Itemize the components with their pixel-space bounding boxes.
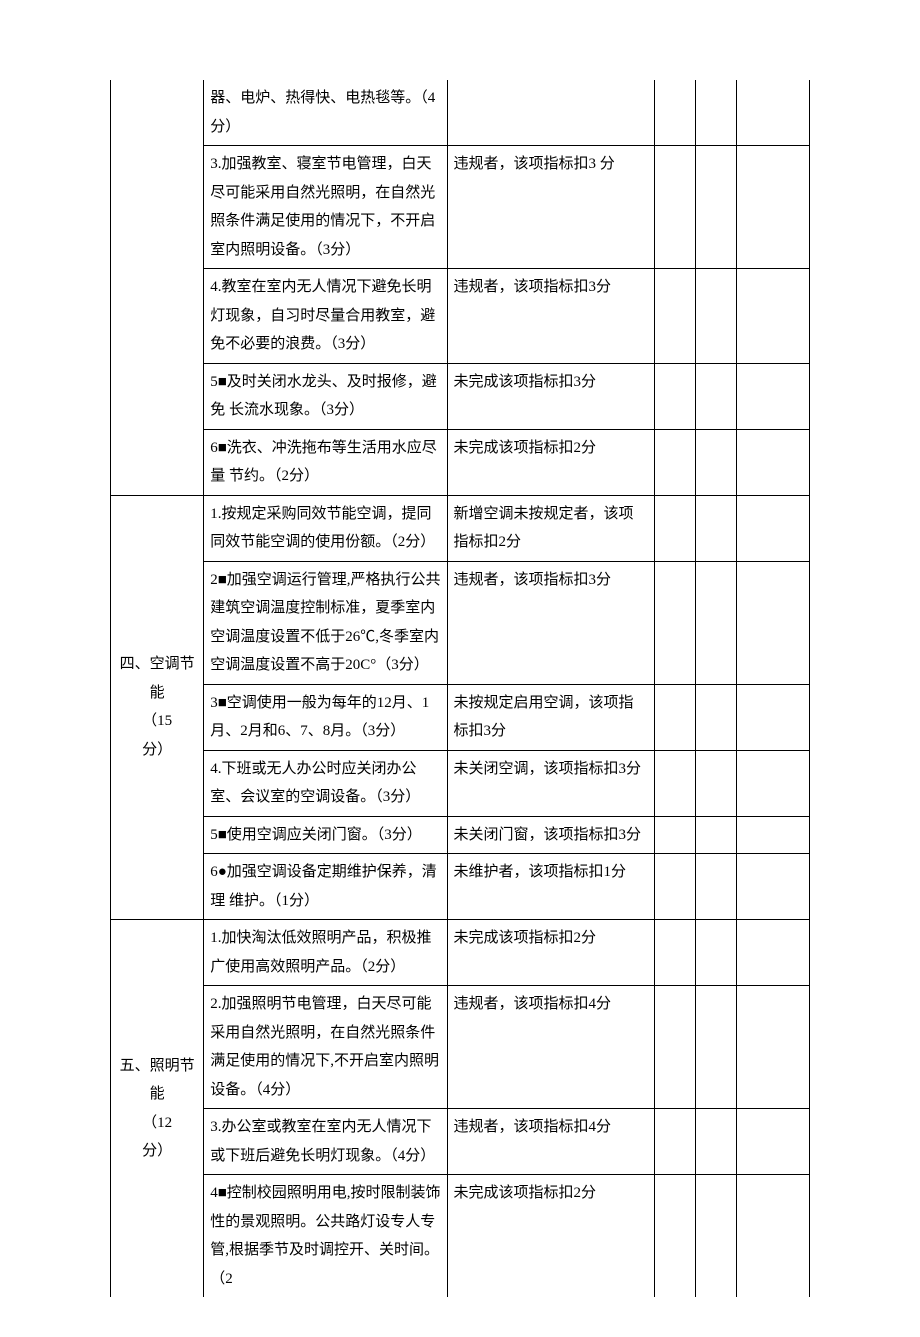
item-cell: 4.教室在室内无人情况下避免长明灯现象，自习时尽量合用教室，避免不必要的浪费。（… — [204, 269, 447, 364]
table-row: 6●加强空调设备定期维护保养，清理 维护。（1分）未维护者，该项指标扣1分 — [111, 854, 810, 920]
score-cell — [654, 146, 695, 269]
score-cell — [654, 750, 695, 816]
score-cell — [737, 495, 810, 561]
item-cell: 6●加强空调设备定期维护保养，清理 维护。（1分） — [204, 854, 447, 920]
item-cell: 5■及时关闭水龙头、及时报修，避免 长流水现象。（3分） — [204, 363, 447, 429]
score-cell — [737, 816, 810, 854]
standard-cell — [447, 80, 654, 146]
standard-cell: 未关闭空调，该项指标扣3分 — [447, 750, 654, 816]
score-cell — [737, 146, 810, 269]
score-cell — [696, 495, 737, 561]
score-cell — [737, 986, 810, 1109]
score-cell — [696, 986, 737, 1109]
standard-cell: 未完成该项指标扣2分 — [447, 429, 654, 495]
item-cell: 器、电炉、热得快、电热毯等。（4分） — [204, 80, 447, 146]
table-row: 四、空调节能（15分）1.按规定采购同效节能空调，提同同效节能空调的使用份额。（… — [111, 495, 810, 561]
item-cell: 3.办公室或教室在室内无人情况下或下班后避免长明灯现象。（4分） — [204, 1109, 447, 1175]
table-row: 2■加强空调运行管理,严格执行公共建筑空调温度控制标准，夏季室内空调温度设置不低… — [111, 561, 810, 684]
item-cell: 4.下班或无人办公时应关闭办公室、会议室的空调设备。（3分） — [204, 750, 447, 816]
score-cell — [737, 429, 810, 495]
category-cell — [111, 80, 204, 495]
table-row: 器、电炉、热得快、电热毯等。（4分） — [111, 80, 810, 146]
item-cell: 1.按规定采购同效节能空调，提同同效节能空调的使用份额。（2分） — [204, 495, 447, 561]
table-row: 6■洗衣、冲洗拖布等生活用水应尽量 节约。（2分）未完成该项指标扣2分 — [111, 429, 810, 495]
score-cell — [654, 986, 695, 1109]
score-cell — [696, 80, 737, 146]
table-row: 3.加强教室、寝室节电管理，白天尽可能采用自然光照明，在自然光照条件满足使用的情… — [111, 146, 810, 269]
score-cell — [696, 561, 737, 684]
score-cell — [737, 684, 810, 750]
table-row: 4.下班或无人办公时应关闭办公室、会议室的空调设备。（3分）未关闭空调，该项指标… — [111, 750, 810, 816]
item-cell: 5■使用空调应关闭门窗。（3分） — [204, 816, 447, 854]
standard-cell: 违规者，该项指标扣3分 — [447, 269, 654, 364]
standard-cell: 未维护者，该项指标扣1分 — [447, 854, 654, 920]
score-cell — [654, 816, 695, 854]
item-cell: 6■洗衣、冲洗拖布等生活用水应尽量 节约。（2分） — [204, 429, 447, 495]
score-cell — [654, 1175, 695, 1298]
table-row: 5■及时关闭水龙头、及时报修，避免 长流水现象。（3分）未完成该项指标扣3分 — [111, 363, 810, 429]
table-row: 5■使用空调应关闭门窗。（3分）未关闭门窗，该项指标扣3分 — [111, 816, 810, 854]
score-cell — [737, 363, 810, 429]
score-cell — [654, 429, 695, 495]
score-cell — [696, 684, 737, 750]
standard-cell: 新增空调未按规定者，该项指标扣2分 — [447, 495, 654, 561]
standard-cell: 违规者，该项指标扣4分 — [447, 986, 654, 1109]
standard-cell: 未完成该项指标扣3分 — [447, 363, 654, 429]
score-cell — [696, 146, 737, 269]
score-cell — [696, 750, 737, 816]
score-cell — [737, 750, 810, 816]
score-cell — [737, 1175, 810, 1298]
item-cell: 1.加快淘汰低效照明产品，积极推广使用高效照明产品。（2分） — [204, 920, 447, 986]
category-cell: 四、空调节能（15分） — [111, 495, 204, 920]
score-cell — [696, 363, 737, 429]
table-row: 4.教室在室内无人情况下避免长明灯现象，自习时尽量合用教室，避免不必要的浪费。（… — [111, 269, 810, 364]
score-cell — [737, 269, 810, 364]
score-cell — [654, 1109, 695, 1175]
score-cell — [696, 269, 737, 364]
score-cell — [654, 269, 695, 364]
standard-cell: 违规者，该项指标扣4分 — [447, 1109, 654, 1175]
score-cell — [737, 854, 810, 920]
table-row: 2.加强照明节电管理，白天尽可能采用自然光照明，在自然光照条件满足使用的情况下,… — [111, 986, 810, 1109]
score-cell — [737, 80, 810, 146]
score-cell — [737, 920, 810, 986]
table-row: 五、照明节能（12分）1.加快淘汰低效照明产品，积极推广使用高效照明产品。（2分… — [111, 920, 810, 986]
score-cell — [654, 561, 695, 684]
item-cell: 3.加强教室、寝室节电管理，白天尽可能采用自然光照明，在自然光照条件满足使用的情… — [204, 146, 447, 269]
score-cell — [696, 854, 737, 920]
score-cell — [737, 1109, 810, 1175]
document-page: 器、电炉、热得快、电热毯等。（4分）3.加强教室、寝室节电管理，白天尽可能采用自… — [0, 0, 920, 1337]
standard-cell: 未关闭门窗，该项指标扣3分 — [447, 816, 654, 854]
standard-cell: 未按规定启用空调，该项指标扣3分 — [447, 684, 654, 750]
standard-cell: 违规者，该项指标扣3分 — [447, 561, 654, 684]
score-cell — [696, 1109, 737, 1175]
standard-cell: 未完成该项指标扣2分 — [447, 920, 654, 986]
score-cell — [654, 854, 695, 920]
score-cell — [696, 429, 737, 495]
score-cell — [654, 684, 695, 750]
assessment-table: 器、电炉、热得快、电热毯等。（4分）3.加强教室、寝室节电管理，白天尽可能采用自… — [110, 80, 810, 1297]
score-cell — [654, 495, 695, 561]
score-cell — [696, 1175, 737, 1298]
score-cell — [654, 363, 695, 429]
item-cell: 2■加强空调运行管理,严格执行公共建筑空调温度控制标准，夏季室内空调温度设置不低… — [204, 561, 447, 684]
standard-cell: 违规者，该项指标扣3 分 — [447, 146, 654, 269]
score-cell — [654, 80, 695, 146]
item-cell: 3■空调使用一般为每年的12月、1月、2月和6、7、8月。（3分） — [204, 684, 447, 750]
score-cell — [696, 920, 737, 986]
score-cell — [696, 816, 737, 854]
item-cell: 4■控制校园照明用电,按时限制装饰性的景观照明。公共路灯设专人专管,根据季节及时… — [204, 1175, 447, 1298]
score-cell — [654, 920, 695, 986]
category-cell: 五、照明节能（12分） — [111, 920, 204, 1298]
table-row: 3.办公室或教室在室内无人情况下或下班后避免长明灯现象。（4分）违规者，该项指标… — [111, 1109, 810, 1175]
standard-cell: 未完成该项指标扣2分 — [447, 1175, 654, 1298]
score-cell — [737, 561, 810, 684]
table-row: 4■控制校园照明用电,按时限制装饰性的景观照明。公共路灯设专人专管,根据季节及时… — [111, 1175, 810, 1298]
item-cell: 2.加强照明节电管理，白天尽可能采用自然光照明，在自然光照条件满足使用的情况下,… — [204, 986, 447, 1109]
table-row: 3■空调使用一般为每年的12月、1月、2月和6、7、8月。（3分）未按规定启用空… — [111, 684, 810, 750]
